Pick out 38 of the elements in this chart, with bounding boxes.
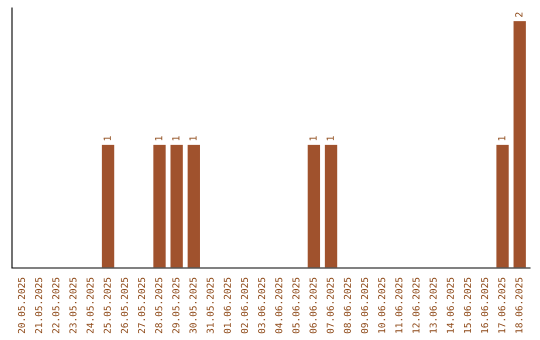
- x-tick-label: 27.05.2025: [138, 278, 146, 334]
- data-label: 1: [172, 136, 180, 140]
- x-tick-label: 25.05.2025: [104, 278, 111, 334]
- x-tick-label: 13.06.2025: [430, 278, 437, 333]
- x-tick-label: 21.05.2025: [35, 278, 42, 334]
- x-tick-label: 23.05.2025: [69, 278, 77, 334]
- x-tick-label: 01.06.2025: [224, 278, 231, 334]
- x-tick-label: 14.06.2025: [446, 278, 454, 333]
- x-tick-label: 15.06.2025: [464, 278, 472, 333]
- x-tick-label: 08.06.2025: [344, 278, 351, 334]
- x-tick-label: 11.06.2025: [395, 278, 402, 333]
- x-tick-label: 16.06.2025: [481, 278, 488, 333]
- x-tick-label: 31.05.2025: [206, 278, 214, 334]
- x-tick-label: 26.05.2025: [120, 278, 128, 334]
- x-tick-label: 10.06.2025: [378, 278, 386, 333]
- data-label: 1: [189, 136, 197, 140]
- data-label: 1: [498, 136, 506, 140]
- data-label: 2: [515, 12, 522, 17]
- data-label: 1: [310, 136, 317, 140]
- x-tick-label: 28.05.2025: [155, 278, 162, 334]
- x-tick-label: 29.05.2025: [172, 278, 180, 334]
- x-tick-label: 12.06.2025: [412, 278, 420, 333]
- x-tick-label: 04.06.2025: [275, 278, 282, 334]
- x-tick-label: 09.06.2025: [360, 278, 368, 334]
- x-tick-label: 30.05.2025: [189, 278, 197, 334]
- x-tick-label: 03.06.2025: [258, 278, 266, 334]
- x-tick-label: 18.06.2025: [515, 278, 522, 333]
- x-tick-label: 06.06.2025: [310, 278, 317, 334]
- x-tick-label: 05.06.2025: [292, 278, 300, 334]
- x-tick-label: 02.06.2025: [240, 278, 248, 334]
- x-tick-label: 24.05.2025: [86, 278, 94, 334]
- data-label: 1: [104, 136, 111, 140]
- x-tick-label: 22.05.2025: [52, 278, 60, 334]
- x-tick-label: 07.06.2025: [326, 278, 334, 334]
- data-label: 1: [326, 136, 334, 140]
- x-tick-label: 20.05.2025: [18, 278, 26, 334]
- data-label: 1: [155, 136, 162, 140]
- x-tick-label: 17.06.2025: [498, 278, 506, 333]
